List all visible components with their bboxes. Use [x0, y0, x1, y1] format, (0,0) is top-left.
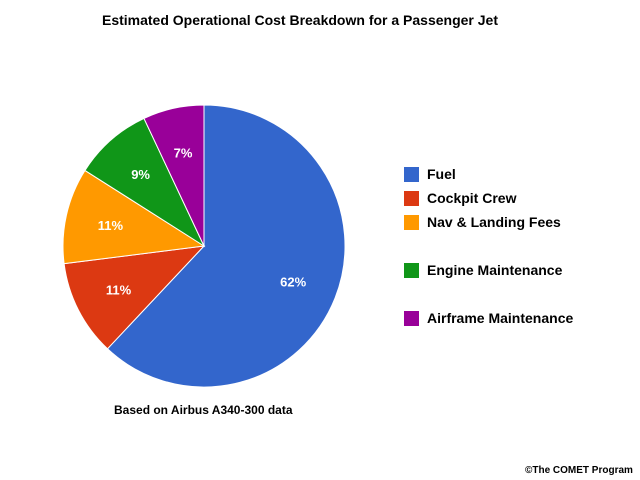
legend-swatch-nav-landing-fees [404, 214, 419, 230]
legend-swatch-cockpit-crew [404, 190, 419, 206]
slice-label-cockpit-crew: 11% [106, 283, 132, 298]
legend-item-airframe-maintenance: Airframe Maintenance [404, 310, 573, 326]
legend-label: Engine Maintenance [427, 262, 563, 278]
legend-item-engine-maintenance: Engine Maintenance [404, 262, 562, 278]
pie-slice-engine-maintenance [84, 117, 206, 248]
pie-slice-fuel [106, 104, 346, 388]
slice-label-airframe-maintenance: 7% [174, 145, 193, 160]
legend-item-nav-landing-fees: Nav & Landing Fees [404, 214, 561, 230]
pie-slice-nav-landing-fees [62, 169, 206, 265]
copyright-text: ©The COMET Program [525, 465, 633, 476]
legend-swatch-airframe-maintenance [404, 310, 419, 326]
legend-label: Fuel [427, 166, 456, 182]
legend-item-cockpit-crew: Cockpit Crew [404, 190, 516, 206]
pie-slice-airframe-maintenance [143, 104, 205, 247]
chart-title: Estimated Operational Cost Breakdown for… [101, 12, 498, 28]
legend-label: Cockpit Crew [427, 190, 517, 206]
pie-slice-cockpit-crew [63, 245, 206, 350]
legend-item-fuel: Fuel [404, 166, 456, 182]
legend-swatch-engine-maintenance [404, 262, 419, 278]
slice-label-fuel: 62% [280, 274, 306, 289]
slice-label-nav-landing-fees: 11% [98, 218, 124, 233]
chart-note: Based on Airbus A340-300 data [114, 403, 293, 417]
legend-label: Nav & Landing Fees [427, 214, 561, 230]
legend-label: Airframe Maintenance [427, 310, 574, 326]
legend-swatch-fuel [404, 166, 419, 182]
slice-label-engine-maintenance: 9% [131, 167, 150, 182]
